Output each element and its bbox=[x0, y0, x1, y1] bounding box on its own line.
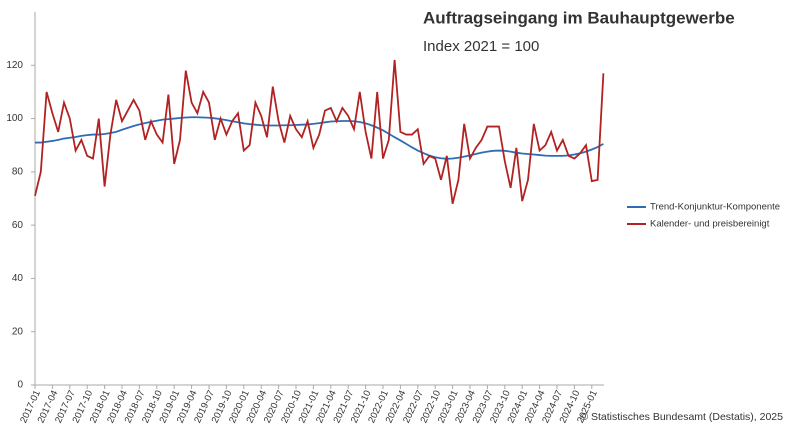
y-tick-label: 0 bbox=[17, 380, 23, 391]
y-tick-label: 80 bbox=[12, 166, 24, 177]
y-tick-label: 120 bbox=[6, 60, 23, 71]
y-tick-label: 60 bbox=[12, 220, 24, 231]
chart-subtitle: Index 2021 = 100 bbox=[423, 38, 539, 55]
series-line bbox=[35, 116, 604, 160]
legend-label: Kalender- und preisbereinigt bbox=[650, 219, 770, 230]
y-tick-label: 100 bbox=[6, 113, 23, 124]
legend: Trend-Konjunktur-Komponente Kalender- und… bbox=[627, 202, 780, 230]
y-tick-label: 20 bbox=[12, 326, 24, 337]
y-tick-label: 40 bbox=[12, 273, 24, 284]
source: © Statistisches Bundesamt (Destatis), 20… bbox=[580, 411, 783, 423]
chart-title: Auftragseingang im Bauhauptgewerbe bbox=[423, 8, 735, 27]
series-line bbox=[34, 59, 605, 205]
title-box bbox=[416, 4, 784, 64]
legend-label: Trend-Konjunktur-Komponente bbox=[650, 202, 780, 213]
